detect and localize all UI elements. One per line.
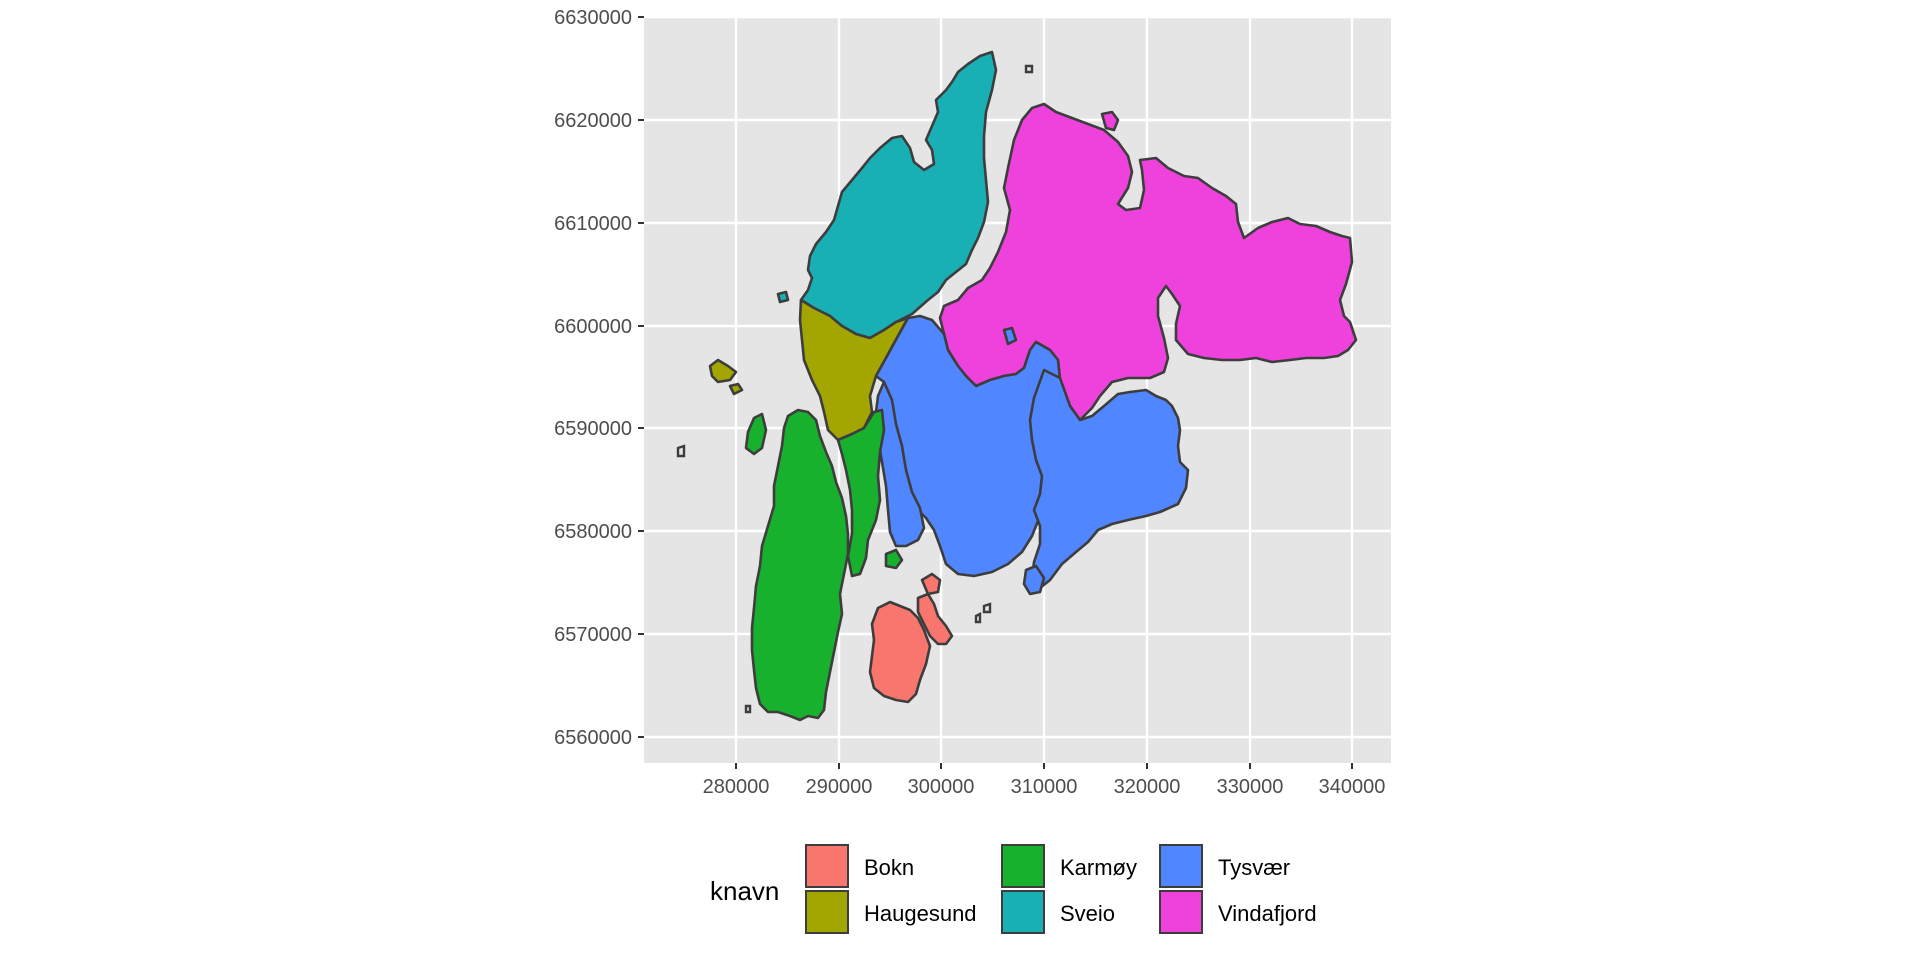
y-tick-label: 6620000 bbox=[554, 110, 632, 132]
legend-swatch bbox=[805, 890, 849, 934]
legend-swatch bbox=[1159, 890, 1203, 934]
y-tick-label: 6580000 bbox=[554, 521, 632, 543]
legend: knavn Bokn Haugesund Karmøy Sveio Tysvær… bbox=[710, 844, 1317, 934]
x-tick-label: 300000 bbox=[908, 776, 975, 798]
region-karmoy-northwest-island[interactable] bbox=[744, 412, 768, 456]
x-tick-label: 290000 bbox=[806, 776, 873, 798]
region-karmoy-islet[interactable] bbox=[884, 548, 904, 570]
y-tick-label: 6590000 bbox=[554, 418, 632, 440]
legend-swatch bbox=[1001, 890, 1045, 934]
region-karmoy[interactable] bbox=[744, 408, 904, 722]
region-tysvaer-east[interactable] bbox=[1028, 368, 1190, 590]
x-tick-label: 320000 bbox=[1114, 776, 1181, 798]
legend-item-haugesund[interactable]: Haugesund bbox=[805, 890, 977, 934]
region-bokn-east-island[interactable] bbox=[916, 592, 954, 646]
x-axis: 280000 290000 300000 310000 320000 33000… bbox=[703, 763, 1386, 798]
legend-label: Karmøy bbox=[1060, 855, 1137, 880]
y-tick-label: 6600000 bbox=[554, 316, 632, 338]
region-tysvaer-islet[interactable] bbox=[1002, 326, 1018, 346]
region-haugesund-west-island[interactable] bbox=[708, 358, 738, 384]
region-bokn-main[interactable] bbox=[868, 600, 932, 704]
region-tysvaer[interactable] bbox=[874, 314, 1190, 596]
legend-title: knavn bbox=[710, 876, 779, 906]
islet-north bbox=[1024, 64, 1034, 74]
y-tick-label: 6560000 bbox=[554, 727, 632, 749]
region-vindafjord-islet[interactable] bbox=[1100, 110, 1120, 132]
legend-swatch bbox=[1159, 844, 1203, 888]
region-sveio[interactable] bbox=[776, 50, 998, 340]
y-axis: 6630000 6620000 6610000 6600000 6590000 … bbox=[554, 7, 644, 749]
legend-label: Bokn bbox=[864, 855, 914, 880]
region-bokn[interactable] bbox=[868, 572, 954, 704]
islet-west bbox=[744, 704, 752, 714]
x-tick-label: 330000 bbox=[1217, 776, 1284, 798]
legend-swatch bbox=[805, 844, 849, 888]
region-karmoy-main[interactable] bbox=[750, 408, 850, 722]
x-tick-label: 340000 bbox=[1319, 776, 1386, 798]
legend-swatch bbox=[1001, 844, 1045, 888]
legend-item-vindafjord[interactable]: Vindafjord bbox=[1159, 890, 1317, 934]
y-tick-label: 6610000 bbox=[554, 213, 632, 235]
region-sveio-main[interactable] bbox=[799, 50, 998, 340]
legend-label: Sveio bbox=[1060, 901, 1115, 926]
islet-east-2 bbox=[974, 612, 982, 624]
region-bokn-north-islet[interactable] bbox=[920, 572, 942, 596]
islet-east-1 bbox=[982, 602, 992, 614]
legend-item-tysvaer[interactable]: Tysvær bbox=[1159, 844, 1290, 888]
region-haugesund[interactable] bbox=[708, 298, 910, 442]
x-tick-label: 310000 bbox=[1011, 776, 1078, 798]
legend-label: Vindafjord bbox=[1218, 901, 1317, 926]
map-regions bbox=[676, 50, 1358, 722]
legend-item-karmoy[interactable]: Karmøy bbox=[1001, 844, 1137, 888]
legend-item-bokn[interactable]: Bokn bbox=[805, 844, 914, 888]
region-tysvaer-south-islet[interactable] bbox=[1022, 564, 1046, 596]
region-karmoy-karmsund-strip[interactable] bbox=[836, 408, 886, 578]
legend-item-sveio[interactable]: Sveio bbox=[1001, 890, 1115, 934]
legend-label: Haugesund bbox=[864, 901, 977, 926]
y-tick-label: 6630000 bbox=[554, 7, 632, 29]
legend-label: Tysvær bbox=[1218, 855, 1290, 880]
y-tick-label: 6570000 bbox=[554, 624, 632, 646]
x-tick-label: 280000 bbox=[703, 776, 770, 798]
region-haugesund-islet[interactable] bbox=[728, 382, 744, 396]
outlying-islets bbox=[676, 64, 1034, 714]
region-haugesund-main[interactable] bbox=[798, 298, 910, 442]
islet-far-west bbox=[676, 444, 686, 458]
region-sveio-islet[interactable] bbox=[776, 290, 790, 304]
